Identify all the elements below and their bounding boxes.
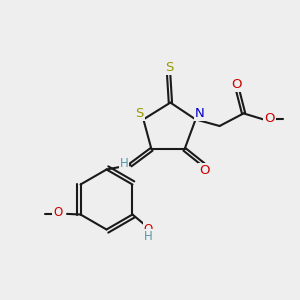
Text: O: O (199, 164, 210, 178)
Text: O: O (53, 206, 63, 219)
Text: S: S (136, 107, 144, 120)
Text: H: H (119, 157, 128, 170)
Text: O: O (264, 112, 275, 125)
Text: S: S (165, 61, 173, 74)
Text: H: H (144, 230, 152, 243)
Text: O: O (232, 77, 242, 91)
Text: N: N (195, 107, 205, 120)
Text: O: O (143, 223, 153, 236)
